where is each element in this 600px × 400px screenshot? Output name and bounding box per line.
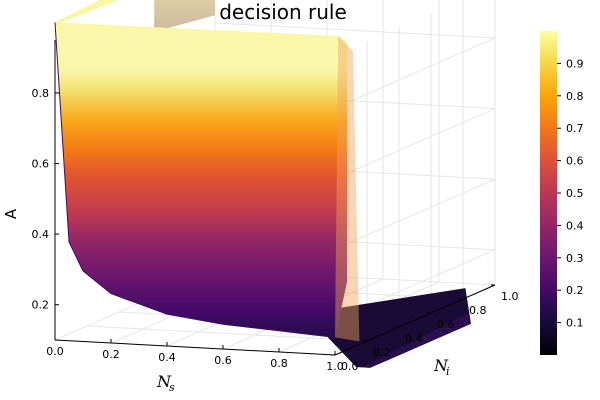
grid-line (334, 108, 496, 179)
colorbar: 0.1 0.2 0.3 0.4 0.5 0.6 0.7 0.8 0.9 (540, 31, 584, 355)
y-tick-label: 0.8 (469, 304, 487, 317)
x-axis-label-main: N (156, 372, 172, 391)
x-axis-label-sub: s (169, 381, 175, 394)
y-axis-label-sub: i (446, 365, 450, 378)
colorbar-tick-label: 0.7 (566, 122, 584, 135)
z-tick-label: 0.4 (32, 228, 50, 241)
chart-title: decision rule (219, 0, 347, 24)
axes (54, 40, 496, 356)
surface-face (55, 22, 347, 338)
tick-labels: 0.0 0.2 0.4 0.6 0.8 1.00.00.20.40.60.81.00.20… (32, 87, 519, 373)
z-axis-label: A (2, 208, 20, 219)
y-axis-label: N i (433, 356, 450, 378)
colorbar-tick-label: 0.6 (566, 155, 584, 168)
colorbar-tick-label: 0.5 (566, 187, 584, 200)
surface-back (154, 0, 215, 32)
x-tick-label: 0.0 (46, 345, 64, 358)
colorbar-gradient (540, 31, 557, 355)
x-tick-label: 0.2 (102, 348, 120, 361)
y-axis-line (334, 284, 496, 356)
grid-line (334, 37, 496, 109)
z-tick-label: 0.6 (32, 158, 50, 171)
z-tick-label: 0.8 (32, 87, 50, 100)
y-tick-label: 0.4 (405, 332, 423, 345)
surface (54, 0, 471, 368)
z-tick-label: 0.2 (32, 299, 50, 312)
grid-line (86, 325, 368, 342)
colorbar-tick-label: 0.1 (566, 317, 584, 330)
colorbar-tick-label: 0.9 (566, 57, 584, 70)
x-tick-label: 1.0 (326, 360, 344, 373)
grid-line (214, 22, 496, 39)
colorbar-tick-label: 0.8 (566, 90, 584, 103)
x-axis-label: N s (156, 372, 175, 394)
y-tick-label: 1.0 (501, 290, 519, 303)
surface-profile-line (54, 22, 336, 338)
surface-top (55, 0, 119, 23)
surface-floor-edge (361, 313, 471, 368)
y-tick-label: 0.6 (437, 318, 455, 331)
x-tick-label: 0.4 (158, 351, 176, 364)
colorbar-tick-label: 0.2 (566, 284, 584, 297)
grid-line (334, 178, 496, 250)
x-tick-label: 0.8 (270, 357, 288, 370)
y-tick-label: 0.0 (341, 360, 359, 373)
x-tick-label: 0.6 (214, 354, 232, 367)
surface-floor (305, 288, 471, 368)
colorbar-tick-label: 0.4 (566, 219, 584, 232)
x-axis-line (54, 339, 336, 356)
surface-right-edge (335, 36, 360, 342)
y-axis-label-main: N (433, 356, 449, 375)
colorbar-tick-label: 0.3 (566, 252, 584, 265)
y-tick-label: 0.2 (373, 346, 391, 359)
